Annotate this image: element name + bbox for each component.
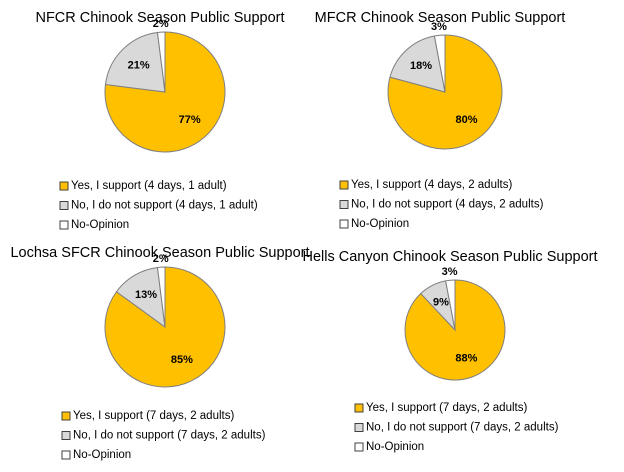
legend-label: No-Opinion [351, 218, 409, 230]
legend-label: Yes, I support (7 days, 2 adults) [366, 402, 527, 414]
legend-swatch [339, 219, 349, 229]
legend-swatch [59, 181, 69, 191]
legend-swatch [339, 180, 349, 190]
legend-swatch [59, 220, 69, 230]
legend-label: Yes, I support (4 days, 1 adult) [71, 180, 227, 192]
data-label: 88% [455, 353, 477, 365]
pie-slice [156, 31, 166, 93]
legend-label: No, I do not support (4 days, 1 adult) [71, 200, 258, 212]
pie-slice [389, 35, 446, 93]
legend-swatch [354, 442, 364, 452]
data-label: 3% [431, 21, 447, 33]
pie-slice [433, 34, 446, 93]
legend-label: No, I do not support (7 days, 2 adults) [366, 422, 559, 434]
legend-swatch [61, 450, 71, 460]
data-label: 2% [153, 253, 169, 265]
pie-slice [156, 266, 166, 328]
legend-label: Yes, I support (7 days, 2 adults) [73, 410, 234, 422]
pie-slice [104, 266, 226, 388]
legend-label: No-Opinion [71, 219, 129, 231]
data-label: 18% [410, 60, 432, 72]
data-label: 3% [442, 266, 458, 278]
legend-swatch [354, 423, 364, 432]
legend-swatch [354, 403, 364, 413]
legend-swatch [61, 411, 71, 421]
pie-slice [104, 31, 166, 93]
data-label: 85% [171, 354, 193, 366]
pie-slice [445, 279, 456, 331]
chart-title: Hells Canyon Chinook Season Public Suppo… [302, 249, 597, 265]
data-label: 2% [153, 18, 169, 30]
legend-label: Yes, I support (4 days, 2 adults) [351, 179, 512, 191]
legend-label: No-Opinion [366, 441, 424, 453]
chart-title: NFCR Chinook Season Public Support [35, 10, 284, 26]
data-label: 9% [433, 296, 449, 308]
pie-slice [104, 31, 226, 153]
legend-label: No-Opinion [73, 449, 131, 461]
data-label: 80% [455, 114, 477, 126]
legend-swatch [61, 431, 71, 440]
chart-title: Lochsa SFCR Chinook Season Public Suppor… [10, 245, 309, 261]
legend-label: No, I do not support (7 days, 2 adults) [73, 430, 266, 442]
data-label: 13% [135, 289, 157, 301]
data-label: 77% [179, 114, 201, 126]
chart-title: MFCR Chinook Season Public Support [315, 10, 566, 26]
legend-swatch [339, 200, 349, 209]
legend-swatch [59, 201, 69, 210]
legend-label: No, I do not support (4 days, 2 adults) [351, 199, 544, 211]
data-label: 21% [128, 60, 150, 72]
